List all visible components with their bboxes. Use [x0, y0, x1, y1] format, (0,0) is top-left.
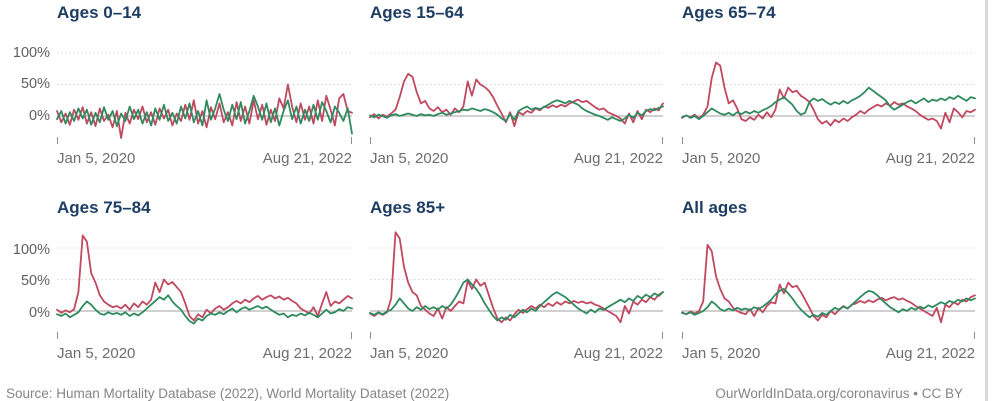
panel-title: Ages 75–84: [57, 198, 151, 217]
y-tick-0-row2: 0%: [29, 305, 50, 321]
x-axis-start-label: Jan 5, 2020: [57, 345, 136, 362]
source-note: Source: Human Mortality Database (2022),…: [6, 386, 450, 401]
green-line: [56, 93, 353, 135]
panel-title: Ages 0–14: [57, 3, 142, 22]
y-tick-50-row1: 50%: [20, 76, 50, 92]
x-axis-labels: Jan 5, 2020 Aug 21, 2022: [682, 345, 975, 362]
y-tick-100-row2: 100%: [12, 242, 50, 258]
red-line: [681, 61, 976, 130]
red-line: [369, 72, 664, 127]
x-axis-end-label: Aug 21, 2022: [573, 150, 663, 167]
chart-all-ages: [681, 243, 976, 339]
green-line: [681, 86, 976, 121]
panel-ages-65-74: Ages 65–74 Jan 5, 2020 Aug 21, 2022: [681, 3, 976, 167]
attribution-note: OurWorldInData.org/coronavirus • CC BY: [715, 386, 963, 401]
red-line: [56, 83, 353, 139]
x-axis-start-label: Jan 5, 2020: [682, 150, 761, 167]
red-line: [369, 231, 664, 324]
green-line: [681, 288, 976, 319]
panel-ages-15-64: Ages 15–64 Jan 5, 2020 Aug 21, 2022: [369, 3, 664, 167]
green-line: [369, 99, 664, 122]
x-axis-labels: Jan 5, 2020 Aug 21, 2022: [682, 150, 975, 167]
green-line: [56, 294, 353, 325]
x-axis-labels: Jan 5, 2020 Aug 21, 2022: [57, 150, 352, 167]
x-axis-start-label: Jan 5, 2020: [57, 150, 136, 167]
x-axis-labels: Jan 5, 2020 Aug 21, 2022: [370, 150, 663, 167]
red-line: [56, 234, 353, 322]
panel-title: Ages 65–74: [682, 3, 776, 22]
panel-title: All ages: [682, 198, 748, 217]
panel-ages-75-84: Ages 75–84 Jan 5, 2020 Aug 21, 2022: [56, 198, 353, 362]
x-axis-end-label: Aug 21, 2022: [262, 150, 352, 167]
x-axis-labels: Jan 5, 2020 Aug 21, 2022: [370, 345, 663, 362]
y-tick-0-row1: 0%: [29, 108, 50, 124]
x-axis-end-label: Aug 21, 2022: [262, 345, 352, 362]
green-line: [369, 278, 664, 322]
x-axis-start-label: Jan 5, 2020: [370, 345, 449, 362]
chart-ages-0-14: [56, 52, 353, 144]
x-axis-labels: Jan 5, 2020 Aug 21, 2022: [57, 345, 352, 362]
panel-ages-0-14: Ages 0–14 Jan 5, 2020 Aug 21, 2022: [56, 3, 353, 167]
scrollbar[interactable]: [985, 0, 988, 401]
x-axis-start-label: Jan 5, 2020: [370, 150, 449, 167]
chart-ages-65-74: [681, 52, 976, 144]
y-tick-100-row1: 100%: [12, 45, 50, 61]
chart-ages-15-64: [369, 52, 664, 144]
panel-ages-85plus: Ages 85+ Jan 5, 2020 Aug 21, 2022: [369, 198, 664, 362]
x-axis-end-label: Aug 21, 2022: [573, 345, 663, 362]
y-tick-50-row2: 50%: [20, 273, 50, 289]
red-line: [681, 243, 976, 324]
chart-ages-75-84: [56, 234, 353, 339]
chart-ages-85plus: [369, 231, 664, 339]
panel-title: Ages 85+: [370, 198, 446, 217]
panel-title: Ages 15–64: [370, 3, 464, 22]
x-axis-end-label: Aug 21, 2022: [885, 150, 975, 167]
x-axis-end-label: Aug 21, 2022: [885, 345, 975, 362]
x-axis-start-label: Jan 5, 2020: [682, 345, 761, 362]
panel-all-ages: All ages Jan 5, 2020 Aug 21, 2022: [681, 198, 976, 362]
